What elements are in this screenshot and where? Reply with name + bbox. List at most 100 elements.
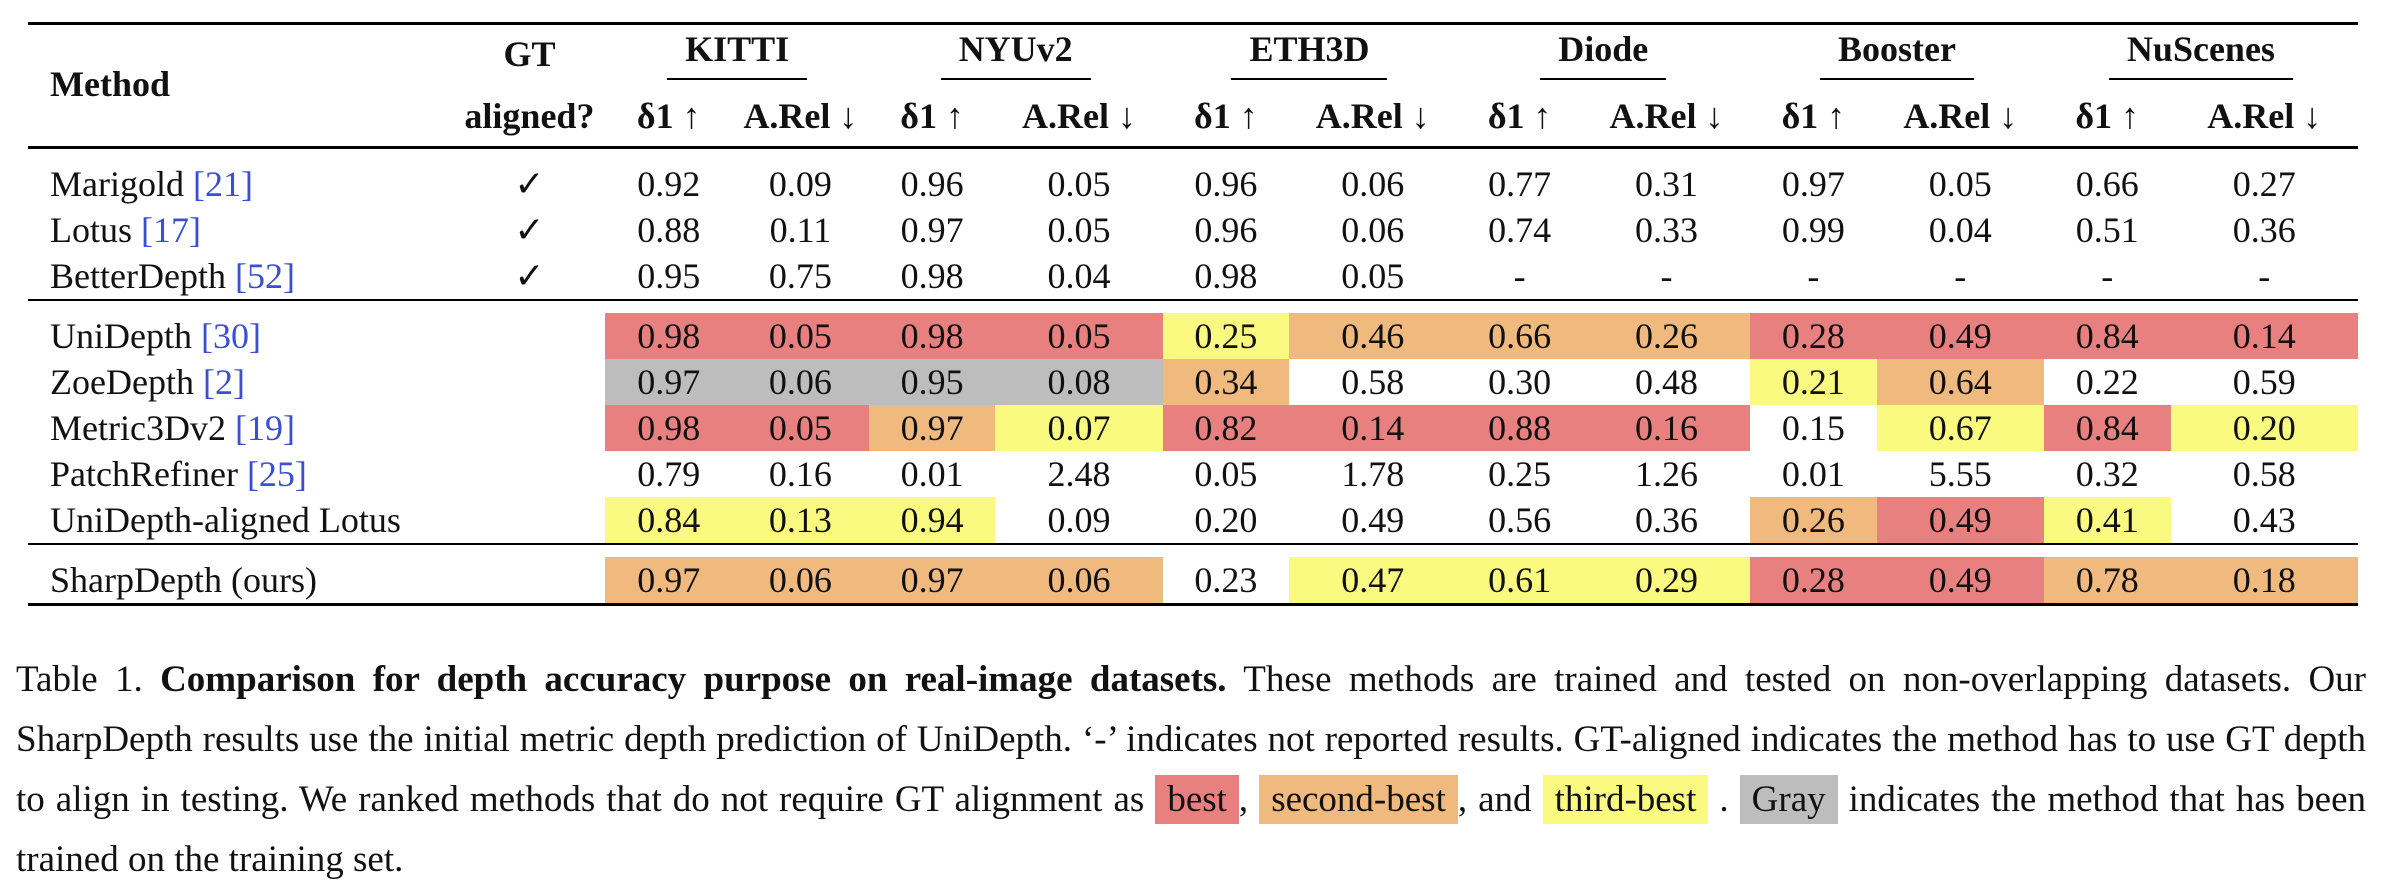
legend-best-swatch: best (1155, 775, 1239, 824)
group-separator (28, 146, 2358, 161)
legend-gray-swatch: Gray (1739, 775, 1838, 824)
citation-link[interactable]: [2] (202, 362, 245, 402)
metric-value: 0.97 (605, 557, 733, 605)
table-row: SharpDepth (ours) 0.97 0.06 0.97 0.06 0.23 0.4… (28, 557, 2358, 605)
metric-delta-header: δ1 ↑ (2075, 96, 2140, 136)
metric-value: 0.06 (732, 557, 869, 605)
metric-value: 0.01 (900, 454, 964, 494)
metric-value: 0.20 (2170, 405, 2358, 451)
citation-link[interactable]: [30] (200, 316, 261, 356)
gt-aligned-check (453, 405, 605, 451)
citation-link[interactable]: [17] (141, 210, 201, 250)
metric-value: 0.27 (2232, 164, 2296, 204)
citation-link[interactable]: [19] (234, 408, 295, 448)
separator-cell (28, 146, 2358, 161)
metric-value: 0.04 (1928, 210, 1992, 250)
method-name: Metric3Dv2 (50, 408, 226, 448)
metric-value: 0.30 (1488, 362, 1552, 402)
dataset-name: KITTI (667, 28, 808, 80)
metric-value: 1.26 (1635, 454, 1699, 494)
citation-link[interactable]: [52] (234, 256, 295, 296)
caption-label: Table 1. (16, 659, 143, 700)
results-table-container: Method GT KITTI NYUv2 ETH3D Diode Booster NuSce… (28, 22, 2358, 607)
dataset-header: NYUv2 (869, 22, 1163, 86)
results-table: Method GT KITTI NYUv2 ETH3D Diode Booster NuSce… (28, 22, 2358, 607)
metric-value: 0.98 (605, 313, 733, 359)
metric-value: 0.75 (768, 256, 832, 296)
metric-value: 0.49 (1876, 557, 2044, 605)
metric-value: 0.79 (637, 454, 701, 494)
method-name-cell: Lotus [17] (28, 207, 453, 253)
metric-value: 0.01 (1781, 454, 1845, 494)
metric-value: 0.36 (2232, 210, 2296, 250)
table-row: BetterDepth [52] ✓ 0.95 0.75 0.98 0.04 0.98 0.0… (28, 253, 2358, 300)
dataset-header: Diode (1456, 22, 1750, 86)
dataset-name: Diode (1540, 28, 1667, 80)
metric-value: 0.32 (2075, 454, 2139, 494)
method-name-cell: SharpDepth (ours) (28, 557, 453, 605)
metric-delta-header: δ1 ↑ (1487, 96, 1552, 136)
metric-value: 0.49 (1341, 500, 1405, 540)
metric-value: - (2101, 256, 2114, 296)
metric-value: 0.16 (1582, 405, 1751, 451)
separator-cell (28, 543, 2358, 557)
gt-aligned-check (453, 557, 605, 605)
metric-value: 0.98 (605, 405, 733, 451)
metric-value: 0.22 (2075, 362, 2139, 402)
metric-value: 0.48 (1635, 362, 1699, 402)
metric-value: 0.05 (995, 313, 1163, 359)
dataset-name: Booster (1820, 28, 1974, 80)
metric-value: 0.67 (1876, 405, 2044, 451)
dataset-header: ETH3D (1163, 22, 1457, 86)
gt-aligned-check (453, 359, 605, 405)
metric-value: 0.77 (1488, 164, 1552, 204)
top-rule (28, 22, 2358, 25)
metric-value: 0.29 (1582, 557, 1751, 605)
citation-link[interactable]: [25] (246, 454, 307, 494)
table-row: Metric3Dv2 [19] 0.98 0.05 0.97 0.07 0.82 0.14 0… (28, 405, 2358, 451)
table-row: UniDepth-aligned Lotus 0.84 0.13 0.94 0.09 0.… (28, 497, 2358, 544)
metric-value: 0.21 (1750, 359, 1877, 405)
metric-value: 0.56 (1488, 500, 1552, 540)
metric-value: - (1807, 256, 1820, 296)
method-name-cell: UniDepth [30] (28, 313, 453, 359)
metric-value: - (1954, 256, 1967, 296)
metric-value: 0.66 (2075, 164, 2139, 204)
metric-value: 0.97 (868, 405, 996, 451)
metric-value: 0.05 (1194, 454, 1258, 494)
metric-value: 0.84 (2043, 405, 2171, 451)
metric-value: 0.09 (768, 164, 832, 204)
metric-value: 0.31 (1635, 164, 1699, 204)
header-row: Method GT KITTI NYUv2 ETH3D Diode Booster NuSce… (28, 22, 2358, 104)
metric-value: 0.88 (1456, 405, 1583, 451)
caption-text: These methods are trained and tested on … (16, 659, 2367, 820)
metric-value: 0.97 (900, 210, 964, 250)
metric-value: 0.28 (1750, 557, 1877, 605)
citation-link[interactable]: [21] (192, 164, 253, 204)
method-name-cell: UniDepth-aligned Lotus (28, 497, 453, 544)
metric-value: 0.58 (1341, 362, 1405, 402)
metric-value: - (1660, 256, 1673, 296)
gt-header: GT (503, 34, 556, 74)
metric-value: 0.07 (995, 405, 1163, 451)
method-name-cell: BetterDepth [52] (28, 253, 453, 300)
table-row: Marigold [21] ✓ 0.92 0.09 0.96 0.05 0.96 0.06 0.… (28, 161, 2358, 207)
metric-value: 0.66 (1456, 313, 1583, 359)
metric-value: 0.14 (2170, 313, 2358, 359)
metric-value: 0.98 (1194, 256, 1258, 296)
metric-value: 0.49 (1876, 497, 2044, 544)
method-name: UniDepth-aligned Lotus (50, 500, 401, 540)
metric-delta-header: δ1 ↑ (900, 96, 964, 136)
metric-value: 0.34 (1162, 359, 1290, 405)
metric-value: 0.74 (1488, 210, 1552, 250)
bottom-rule-row (28, 603, 2358, 607)
caption-sep: , and (1457, 779, 1543, 820)
metric-value: 0.23 (1194, 560, 1258, 600)
method-name-cell: PatchRefiner [25] (28, 451, 453, 497)
gt-aligned-check: ✓ (514, 164, 545, 204)
table-row: UniDepth [30] 0.98 0.05 0.98 0.05 0.25 0.46 0.6… (28, 313, 2358, 359)
metric-value: 0.88 (637, 210, 701, 250)
method-name-cell: Marigold [21] (28, 161, 453, 207)
metric-value: - (2258, 256, 2271, 296)
metric-value: 0.84 (2043, 313, 2171, 359)
